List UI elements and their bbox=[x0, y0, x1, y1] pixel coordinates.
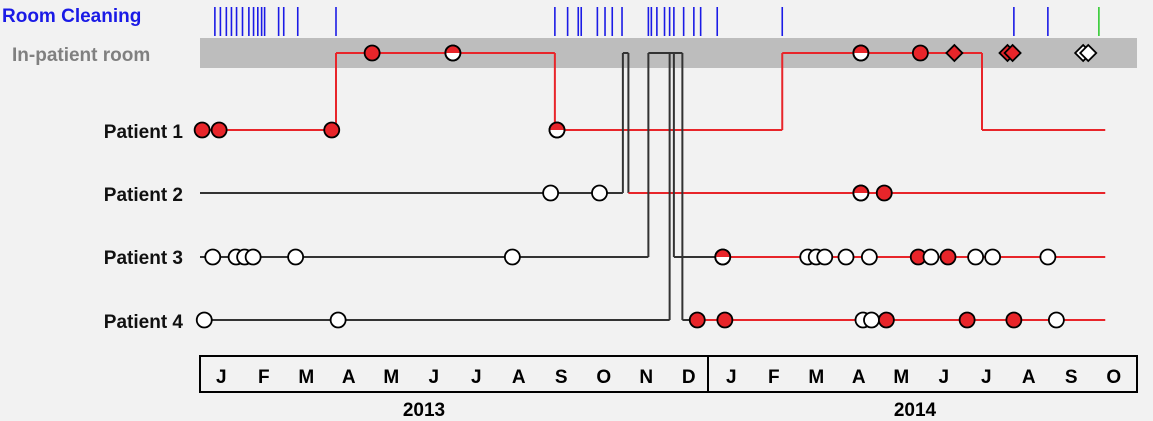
positive-sample-marker bbox=[716, 311, 734, 329]
positive-environment-marker bbox=[1003, 43, 1022, 63]
axis-box bbox=[199, 355, 1138, 393]
mixed-sample-outline bbox=[548, 121, 566, 139]
patient-lines bbox=[200, 52, 1106, 321]
positive-sample-marker bbox=[1005, 311, 1023, 329]
negative-sample-marker bbox=[860, 248, 878, 266]
year-label-2013: 2013 bbox=[403, 400, 445, 421]
negative-sample-marker bbox=[837, 248, 855, 266]
month-label: J bbox=[428, 367, 439, 388]
month-label: A bbox=[342, 367, 356, 388]
month-label: J bbox=[471, 367, 482, 388]
mixed-sample-outline bbox=[852, 184, 870, 202]
mixed-sample-outline bbox=[714, 248, 732, 266]
month-label: M bbox=[808, 367, 824, 388]
positive-sample-marker bbox=[193, 121, 211, 139]
year-label-2014: 2014 bbox=[894, 400, 937, 421]
positive-sample-marker bbox=[877, 311, 895, 329]
negative-sample-marker bbox=[1039, 248, 1057, 266]
negative-sample-marker bbox=[591, 184, 608, 202]
month-label: S bbox=[555, 367, 568, 388]
positive-sample-marker bbox=[323, 121, 341, 139]
month-label: J bbox=[216, 367, 227, 388]
month-label: S bbox=[1065, 367, 1078, 388]
month-label: A bbox=[852, 367, 866, 388]
negative-sample-marker bbox=[984, 248, 1002, 266]
patient-2-label: Patient 2 bbox=[104, 185, 183, 206]
negative-sample-marker bbox=[503, 248, 521, 266]
positive-sample-marker bbox=[958, 311, 976, 329]
positive-sample-marker bbox=[363, 44, 381, 62]
patient-4-label: Patient 4 bbox=[104, 312, 184, 333]
negative-sample-marker bbox=[1047, 311, 1065, 329]
row-labels: Room Cleaning In-patient room Patient 1 … bbox=[2, 6, 183, 333]
month-label: J bbox=[726, 367, 737, 388]
positive-sample-marker bbox=[939, 248, 957, 266]
patient-3-label: Patient 3 bbox=[104, 248, 183, 269]
sample-markers bbox=[193, 43, 1098, 329]
negative-sample-marker bbox=[863, 311, 880, 329]
patient-1-label: Patient 1 bbox=[104, 122, 184, 143]
month-label: N bbox=[639, 367, 653, 388]
month-label: D bbox=[682, 367, 696, 388]
mixed-sample-outline bbox=[444, 44, 462, 62]
month-label: F bbox=[258, 367, 270, 388]
month-label: M bbox=[298, 367, 314, 388]
month-label: J bbox=[938, 367, 949, 388]
month-label: F bbox=[768, 367, 780, 388]
month-axis: J F M A M J J A S O N D J F M A M J J A S O 2013 2014 bbox=[199, 355, 1138, 421]
positive-sample-marker bbox=[875, 184, 893, 202]
negative-sample-marker bbox=[542, 184, 560, 202]
negative-sample-marker bbox=[816, 248, 834, 266]
negative-sample-marker bbox=[287, 248, 305, 266]
month-label: O bbox=[1106, 367, 1121, 388]
negative-sample-marker bbox=[967, 248, 985, 266]
month-label: J bbox=[981, 367, 992, 388]
negative-sample-marker bbox=[922, 248, 940, 266]
negative-sample-marker bbox=[244, 248, 262, 266]
positive-environment-marker bbox=[945, 43, 964, 63]
cleaning-ticks bbox=[214, 7, 1100, 36]
negative-sample-marker bbox=[204, 248, 222, 266]
positive-sample-marker bbox=[210, 121, 228, 139]
mixed-sample-outline bbox=[852, 44, 870, 62]
in-patient-room-label: In-patient room bbox=[12, 45, 150, 66]
negative-sample-marker bbox=[195, 311, 213, 329]
negative-sample-marker bbox=[329, 311, 347, 329]
negative-environment-marker bbox=[1078, 43, 1098, 63]
month-label: O bbox=[596, 367, 611, 388]
positive-sample-marker bbox=[688, 311, 706, 329]
positive-sample-marker bbox=[911, 44, 929, 62]
month-label: M bbox=[893, 367, 909, 388]
room-cleaning-label: Room Cleaning bbox=[2, 6, 141, 27]
month-label: A bbox=[1022, 367, 1036, 388]
month-label: A bbox=[512, 367, 526, 388]
month-label: M bbox=[383, 367, 399, 388]
